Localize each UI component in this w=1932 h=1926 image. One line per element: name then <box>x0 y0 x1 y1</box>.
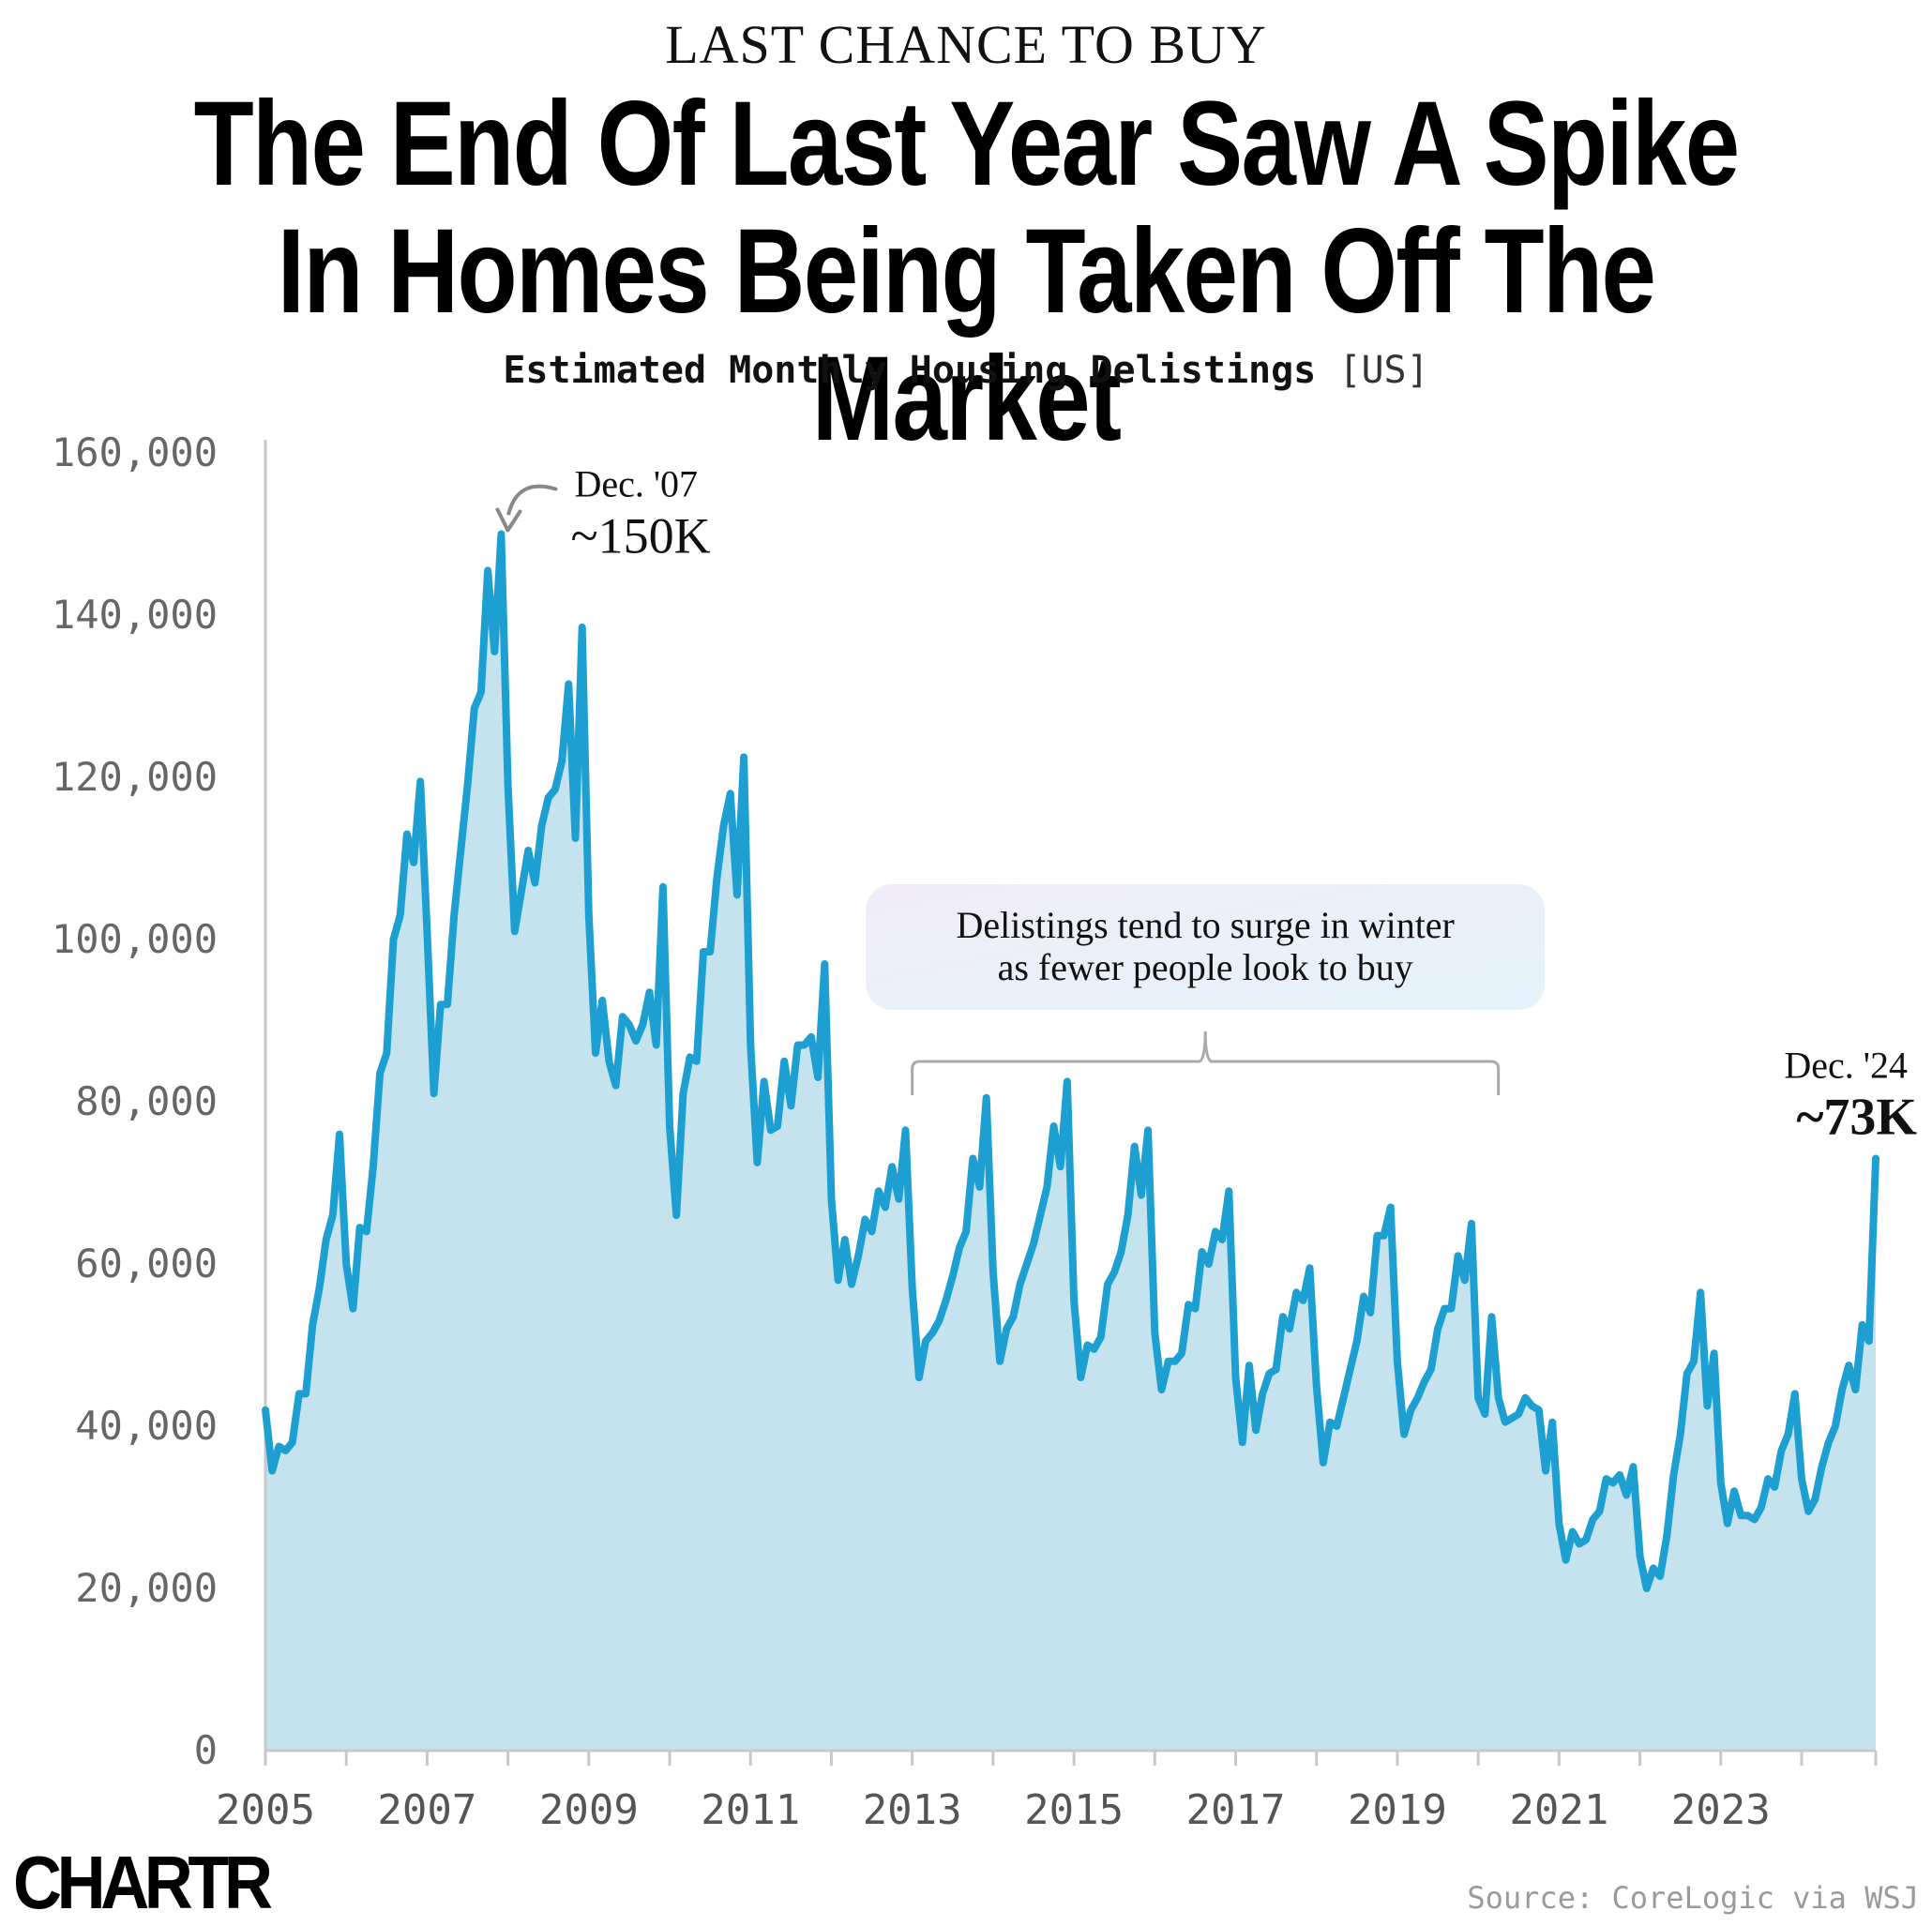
peak-arrow-head <box>495 507 522 533</box>
x-tick-label: 2009 <box>539 1786 639 1834</box>
annotation-layer: Dec. '07~150K Dec. '24~73K Delistings tend… <box>495 463 1917 1147</box>
x-tick-label: 2017 <box>1186 1786 1286 1834</box>
peak-annotation-label: Dec. '07 <box>574 463 698 505</box>
source-note: Source: CoreLogic via WSJ <box>1467 1880 1919 1916</box>
y-tick-label: 20,000 <box>75 1565 218 1611</box>
series-area-fill <box>265 534 1876 1751</box>
y-tick-label: 80,000 <box>75 1078 218 1124</box>
line-layer <box>262 530 1879 1592</box>
latest-annotation-value: ~73K <box>1796 1089 1917 1147</box>
y-tick-label: 40,000 <box>75 1403 218 1449</box>
chart-title: The End Of Last Year Saw A Spike In Home… <box>193 77 1741 466</box>
x-tick-label: 2011 <box>701 1786 800 1834</box>
y-tick-label: 100,000 <box>52 916 218 962</box>
x-tick-label: 2021 <box>1509 1786 1608 1834</box>
x-tick-label: 2007 <box>377 1786 476 1834</box>
area-layer <box>265 534 1876 1751</box>
x-tick-label: 2013 <box>863 1786 962 1834</box>
callout-bracket <box>911 1031 1501 1095</box>
latest-annotation-label: Dec. '24 <box>1784 1045 1908 1087</box>
x-tick-label: 2023 <box>1671 1786 1771 1834</box>
chart-kicker: LAST CHANCE TO BUY <box>665 14 1267 75</box>
series-line <box>262 530 1879 1592</box>
callout-text-line: as fewer people look to buy <box>998 946 1413 988</box>
chart-subtitle: Estimated Monthly Housing Delistings [US… <box>0 349 1932 392</box>
axis-layer: 0 20,000 40,000 60,000 80,000 100,000 120,000 1… <box>52 429 1878 1834</box>
callout-box <box>866 884 1546 1010</box>
y-tick-label: 0 <box>194 1727 218 1773</box>
x-tick-label: 2019 <box>1348 1786 1447 1834</box>
y-tick-label: 120,000 <box>52 754 218 800</box>
x-tick-label: 2005 <box>216 1786 315 1834</box>
subtitle-text: Estimated Monthly Housing Delistings <box>503 349 1317 392</box>
callout-text-line: Delistings tend to surge in winter <box>956 904 1454 946</box>
y-tick-label: 60,000 <box>75 1241 218 1287</box>
y-tick-label: 140,000 <box>52 592 218 638</box>
chartr-logo: CHARTR <box>13 1841 273 1924</box>
subtitle-unit: [US] <box>1338 349 1429 392</box>
peak-arrow <box>506 484 558 516</box>
x-tick-label: 2015 <box>1024 1786 1124 1834</box>
y-tick-label: 160,000 <box>52 429 218 475</box>
peak-annotation-value: ~150K <box>570 508 710 564</box>
